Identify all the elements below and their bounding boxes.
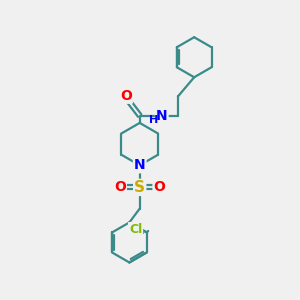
Text: S: S (134, 180, 145, 195)
Text: O: O (114, 180, 126, 194)
Text: H: H (149, 115, 158, 125)
Text: O: O (154, 180, 165, 194)
Text: N: N (156, 109, 168, 122)
Text: O: O (120, 89, 132, 103)
Text: Cl: Cl (129, 223, 142, 236)
Text: N: N (134, 158, 146, 172)
